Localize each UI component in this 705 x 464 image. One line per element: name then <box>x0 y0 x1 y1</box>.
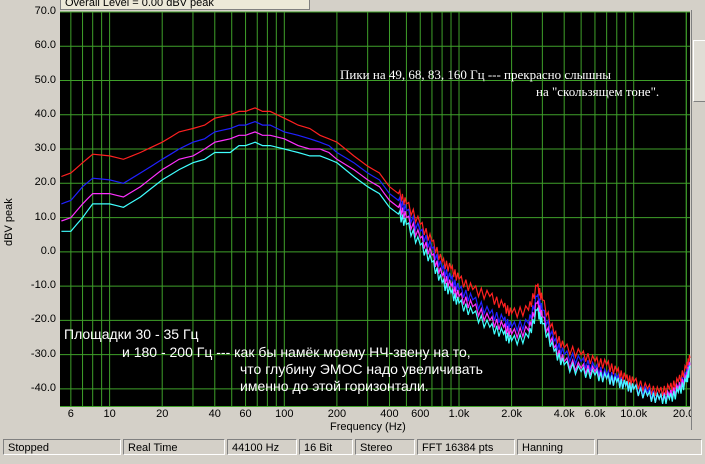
vertical-scrollbar[interactable] <box>691 10 705 430</box>
overall-level-readout: Overall Level = 0.00 dBV peak <box>60 0 310 10</box>
x-tick-label: 100 <box>275 408 294 420</box>
series-line-4 <box>61 141 691 405</box>
annotation-plateau-line3: что глубину ЭМОС надо увеличивать <box>240 361 483 377</box>
status-sample-rate: 44100 Hz <box>227 439 297 455</box>
annotation-peaks-line1: Пики на 49, 68, 83, 160 Гц --- прекрасно… <box>340 67 612 82</box>
status-state: Stopped <box>3 439 121 455</box>
y-tick-label: -30.0 <box>30 347 56 360</box>
chart-series <box>61 107 691 405</box>
x-tick-label: 200 <box>327 408 347 420</box>
status-empty-cell <box>597 439 702 455</box>
y-tick-label: 40.0 <box>34 107 56 120</box>
y-tick-label: 0.0 <box>40 244 56 257</box>
x-tick-label: 40 <box>208 408 221 420</box>
y-tick-label: 10.0 <box>34 210 56 223</box>
y-tick-label: 20.0 <box>34 176 56 189</box>
x-tick-label: 20 <box>156 408 169 420</box>
y-tick-label: 70.0 <box>34 5 56 17</box>
x-tick-label: 60 <box>239 408 252 420</box>
y-tick-label: 60.0 <box>34 39 56 52</box>
plot-area <box>60 12 690 406</box>
x-tick-label: 600 <box>411 408 430 420</box>
y-tick-label: -40.0 <box>30 381 56 394</box>
x-tick-label: 400 <box>380 408 399 420</box>
status-window-function: Hanning <box>517 439 595 455</box>
status-fft-size: FFT 16384 pts <box>417 439 515 455</box>
status-channels: Stereo <box>355 439 415 455</box>
status-mode: Real Time <box>123 439 225 455</box>
x-tick-label: 10.0k <box>620 408 648 420</box>
y-tick-label: -20.0 <box>30 313 56 326</box>
scrollbar-thumb[interactable] <box>693 40 705 102</box>
status-bar: Stopped Real Time 44100 Hz 16 Bit Stereo… <box>0 437 705 458</box>
x-axis-label: Frequency (Hz) <box>330 421 406 433</box>
series-line-1 <box>61 107 691 397</box>
chart-grid <box>60 11 690 407</box>
annotation-peaks-line2: на "скользящем тоне". <box>536 84 660 99</box>
annotation-plateau-line2: и 180 - 200 Гц --- как бы намёк моему НЧ… <box>122 344 471 360</box>
x-tick-label: 1.0k <box>448 408 470 420</box>
annotation-plateau-line4: именно до этой горизонтали. <box>240 378 429 394</box>
y-tick-label: 50.0 <box>34 73 56 86</box>
x-tick-label: 4.0k <box>553 408 575 420</box>
x-tick-label: 6 <box>67 408 74 420</box>
x-tick-label: 2.0k <box>501 408 522 420</box>
y-tick-label: -10.0 <box>30 279 56 292</box>
y-tick-label: 30.0 <box>34 142 56 155</box>
x-tick-label: 10 <box>103 408 116 420</box>
y-axis-label: dBV peak <box>3 198 15 246</box>
status-bit-depth: 16 Bit <box>299 439 353 455</box>
annotation-plateau-line1: Площадки 30 - 35 Гц <box>64 326 199 342</box>
x-tick-label: 6.0k <box>584 408 606 420</box>
